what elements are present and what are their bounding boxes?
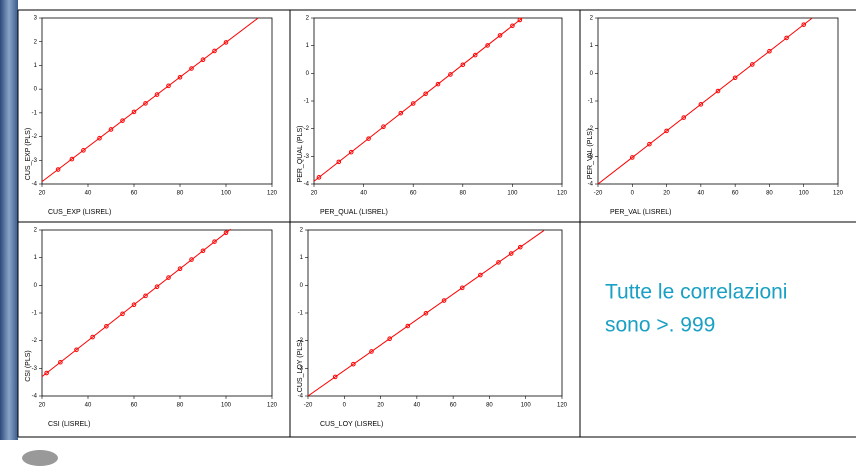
x-tick-label: 120 (267, 191, 278, 197)
x-axis-label: PER_VAL (LISREL) (610, 209, 671, 216)
x-tick-label: 80 (486, 403, 493, 409)
y-axis-label: PER_VAL (PLS) (587, 129, 594, 180)
y-axis-label: CUS_EXP (PLS) (25, 128, 32, 180)
x-tick-label: 40 (414, 403, 421, 409)
x-tick-label: -20 (594, 191, 603, 197)
x-tick-label: 60 (410, 191, 417, 197)
x-tick-label: 20 (377, 403, 384, 409)
x-tick-label: 100 (507, 191, 518, 197)
y-tick-label: -3 (304, 154, 310, 160)
y-tick-label: -1 (298, 311, 304, 317)
y-tick-label: -1 (304, 99, 310, 105)
x-tick-label: 40 (360, 191, 367, 197)
note-line: Tutte le correlazioni (605, 281, 787, 304)
x-tick-label: 60 (732, 191, 739, 197)
y-tick-label: -4 (588, 182, 594, 188)
x-tick-label: 80 (177, 191, 184, 197)
note-line: sono >. 999 (605, 314, 715, 337)
x-tick-label: 80 (177, 403, 184, 409)
y-axis-label: CUS_LOY (PLS) (297, 340, 304, 392)
x-axis-label: CUS_LOY (LISREL) (320, 421, 383, 428)
x-tick-label: 80 (459, 191, 466, 197)
x-tick-label: 100 (799, 191, 810, 197)
slide: Tutte le correlazioni sono >. 999 20 40 60… (0, 0, 856, 472)
x-tick-label: 40 (698, 191, 705, 197)
x-tick-label: 80 (766, 191, 773, 197)
y-tick-label: -1 (32, 110, 38, 116)
x-axis-label: CSI (LISREL) (48, 421, 90, 428)
x-tick-label: 20 (39, 191, 46, 197)
y-tick-label: -1 (32, 311, 38, 317)
x-tick-label: 120 (267, 403, 278, 409)
x-tick-label: 100 (221, 191, 232, 197)
x-tick-label: 60 (131, 403, 138, 409)
x-axis-label: CUS_EXP (LISREL) (48, 209, 111, 216)
y-tick-label: -2 (32, 338, 38, 344)
x-tick-label: 20 (663, 191, 670, 197)
x-tick-label: 100 (221, 403, 232, 409)
x-tick-label: 40 (85, 403, 92, 409)
y-tick-label: -4 (32, 182, 38, 188)
x-tick-label: 60 (131, 191, 138, 197)
x-tick-label: 120 (833, 191, 844, 197)
y-axis-label: PER_QUAL (PLS) (297, 126, 304, 183)
x-tick-label: 120 (557, 191, 568, 197)
x-tick-label: -20 (304, 403, 313, 409)
x-tick-label: 120 (557, 403, 568, 409)
y-tick-label: -1 (588, 99, 594, 105)
background (0, 0, 856, 472)
x-tick-label: 20 (39, 403, 46, 409)
y-axis-label: CSI (PLS) (25, 350, 32, 382)
y-tick-label: -3 (32, 158, 38, 164)
film-strip (0, 0, 18, 440)
x-tick-label: 20 (311, 191, 318, 197)
y-tick-label: -4 (32, 394, 38, 400)
x-axis-label: PER_QUAL (LISREL) (320, 209, 388, 216)
y-tick-label: -3 (32, 366, 38, 372)
y-tick-label: -2 (304, 126, 310, 132)
y-tick-label: -4 (304, 182, 310, 188)
y-tick-label: -2 (32, 134, 38, 140)
x-tick-label: 100 (521, 403, 532, 409)
x-tick-label: 40 (85, 191, 92, 197)
decoration (22, 450, 58, 466)
x-tick-label: 60 (450, 403, 457, 409)
y-tick-label: -4 (298, 394, 304, 400)
